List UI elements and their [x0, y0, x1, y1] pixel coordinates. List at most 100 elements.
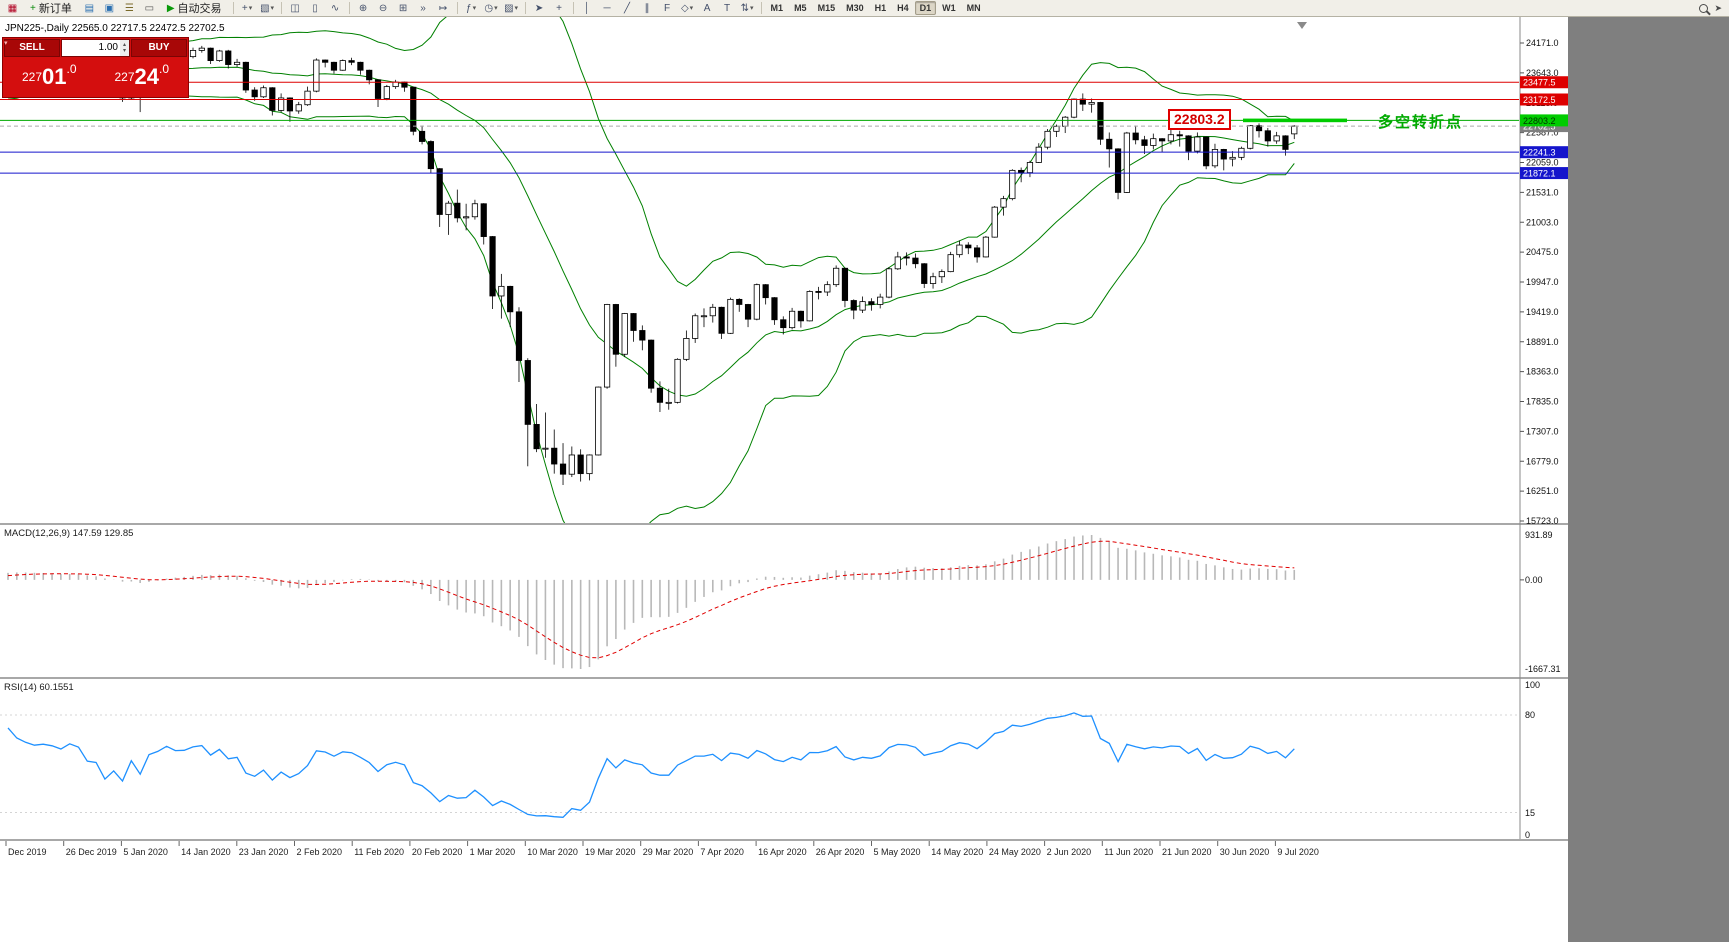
price-scale-tick: 22059.0 — [1526, 158, 1559, 168]
chart-window-icon[interactable]: ▦ — [3, 0, 22, 17]
shapes-icon[interactable]: ◇ ▾ — [678, 0, 697, 17]
navigator-icon: ☰ — [124, 2, 134, 14]
bar-chart-icon: ◫ — [290, 2, 300, 14]
bar-chart-icon[interactable]: ◫ — [286, 0, 305, 17]
line-chart-icon[interactable]: ∿ — [326, 0, 345, 17]
date-axis-label: 24 May 2020 — [989, 847, 1041, 857]
volume-field[interactable]: 1.00 ▴ ▾ — [61, 39, 130, 57]
indicators-icon[interactable]: ƒ ▾ — [462, 0, 481, 17]
new-chart-icon[interactable]: + ▾ — [238, 0, 257, 17]
cursor-icon: ➤ — [534, 2, 544, 14]
crosshair-icon[interactable]: + — [550, 0, 569, 17]
terminal-icon[interactable]: ▭ — [140, 0, 159, 17]
fibonacci-icon[interactable]: F — [658, 0, 677, 17]
channel-icon: ∥ — [644, 2, 650, 14]
channel-icon[interactable]: ∥ — [638, 0, 657, 17]
buy-price: 227 24.0 — [114, 62, 170, 89]
price-scale[interactable]: 24171.023643.023115.022587.022059.021531… — [1520, 38, 1568, 581]
timeframe-mn[interactable]: MN — [966, 3, 981, 13]
pivot-segment-line[interactable] — [1243, 118, 1347, 123]
date-axis-label: 30 Jun 2020 — [1220, 847, 1270, 857]
timeframe-m5[interactable]: M5 — [794, 3, 807, 13]
chart-shift-icon[interactable]: ↦ — [434, 0, 453, 17]
new-order-button[interactable]: + 新订单 — [30, 2, 72, 16]
chevron-down-icon: ▾ — [689, 5, 694, 12]
date-axis-label: 23 Jan 2020 — [239, 847, 289, 857]
navigator-icon[interactable]: ☰ — [120, 0, 139, 17]
chevron-down-icon: ▾ — [514, 5, 519, 12]
data-window-icon: ▣ — [104, 2, 115, 14]
line-chart-icon: ∿ — [330, 2, 340, 14]
trendline-icon[interactable]: ╱ — [618, 0, 637, 17]
data-window-icon[interactable]: ▣ — [100, 0, 119, 17]
date-axis-label: 26 Apr 2020 — [816, 847, 865, 857]
price-scale-tick: 18891.0 — [1526, 337, 1559, 347]
date-scale[interactable]: Dec 2019 26 Dec 2019 5 Jan 2020 14 Jan 2020… — [5, 841, 1319, 857]
date-axis-label: 19 Mar 2020 — [585, 847, 636, 857]
price-scale-tick: 23643.0 — [1526, 68, 1559, 78]
volume-value[interactable]: 1.00 — [98, 42, 118, 53]
timeframe-w1[interactable]: W1 — [942, 3, 956, 13]
date-axis-label: 7 Apr 2020 — [700, 847, 744, 857]
timeframe-h4[interactable]: H4 — [897, 3, 909, 13]
price-scale-tick: 16779.0 — [1526, 456, 1559, 466]
timeframe-m15[interactable]: M15 — [817, 3, 836, 13]
main-chart-panel[interactable] — [0, 17, 1519, 559]
chart-shift-marker[interactable] — [1297, 22, 1307, 29]
zoom-out-icon[interactable]: ⊖ — [374, 0, 393, 17]
chart-info-line: JPN225-,Daily 22565.0 22717.5 22472.5 22… — [5, 23, 225, 34]
date-axis-label: 14 Jan 2020 — [181, 847, 231, 857]
trade-panel-collapse-icon[interactable]: ▾ — [4, 40, 8, 47]
date-axis-label: 11 Feb 2020 — [354, 847, 404, 857]
date-axis-label: 16 Apr 2020 — [758, 847, 807, 857]
rsi-scale-value: 100 — [1525, 680, 1541, 690]
price-scale-tick: 18363.0 — [1526, 367, 1559, 377]
price-scale-tick: 21003.0 — [1526, 217, 1559, 227]
volume-up-icon[interactable]: ▴ — [122, 42, 126, 48]
toolbar-separator — [348, 2, 350, 14]
date-axis-label: 2 Jun 2020 — [1047, 847, 1092, 857]
volume-down-icon[interactable]: ▾ — [122, 48, 126, 54]
auto-trading-button: ▶ — [166, 2, 175, 14]
sell-button[interactable]: SELL — [4, 39, 60, 57]
pivot-price-annotation[interactable]: 22803.2 — [1168, 109, 1231, 131]
price-line-label: 21872.1 — [1523, 169, 1556, 179]
label-icon: T — [723, 2, 731, 14]
search-icon[interactable] — [1699, 3, 1709, 13]
toolbar-separator — [232, 2, 234, 14]
vertical-line-icon[interactable]: │ — [578, 0, 597, 17]
zoom-in-icon[interactable]: ⊕ — [354, 0, 373, 17]
timeframe-d1[interactable]: D1 — [914, 1, 937, 15]
market-watch-icon[interactable]: ▤ — [80, 0, 99, 17]
arrows-icon: ⇅ — [740, 2, 749, 14]
timeframe-h1[interactable]: H1 — [874, 3, 887, 13]
tile-windows-icon[interactable]: ⊞ — [394, 0, 413, 17]
rsi-scale-value: 0 — [1525, 830, 1531, 840]
chart-canvas[interactable]: 24171.023643.023115.022587.022059.021531… — [0, 17, 1568, 942]
timeframe-m30[interactable]: M30 — [846, 3, 864, 13]
label-icon[interactable]: T — [718, 0, 737, 17]
cursor-icon[interactable]: ➤ — [530, 0, 549, 17]
text-icon: A — [703, 2, 711, 14]
date-axis-label: Dec 2019 — [8, 847, 47, 857]
periods-icon[interactable]: ◷ ▾ — [482, 0, 501, 17]
price-line-label: 23172.5 — [1523, 95, 1556, 105]
auto-trading-button[interactable]: ▶ 自动交易 — [166, 2, 222, 16]
rsi-indicator-panel[interactable] — [0, 712, 1519, 818]
auto-scroll-icon[interactable]: » — [414, 0, 433, 17]
arrows-icon[interactable]: ⇅ ▾ — [738, 0, 757, 17]
candlestick-chart-icon[interactable]: ▯ — [306, 0, 325, 17]
buy-button[interactable]: BUY — [131, 39, 187, 57]
new-order-button: + — [30, 2, 36, 14]
templates-icon[interactable]: ▨ ▾ — [502, 0, 521, 17]
pivot-note-text[interactable]: 多空转折点 — [1378, 114, 1464, 132]
profiles-icon[interactable]: ▧ ▾ — [258, 0, 277, 17]
chart-window[interactable]: 24171.023643.023115.022587.022059.021531… — [0, 17, 1568, 942]
quick-nav-icon[interactable]: ➤ — [1714, 2, 1722, 13]
timeframe-m1[interactable]: M1 — [770, 3, 784, 13]
price-line-label: 22702.5 — [1523, 122, 1556, 132]
macd-indicator-panel[interactable] — [7, 535, 1296, 669]
candlestick-chart-icon: ▯ — [312, 2, 318, 14]
horizontal-line-icon[interactable]: ─ — [598, 0, 617, 17]
text-icon[interactable]: A — [698, 0, 717, 17]
